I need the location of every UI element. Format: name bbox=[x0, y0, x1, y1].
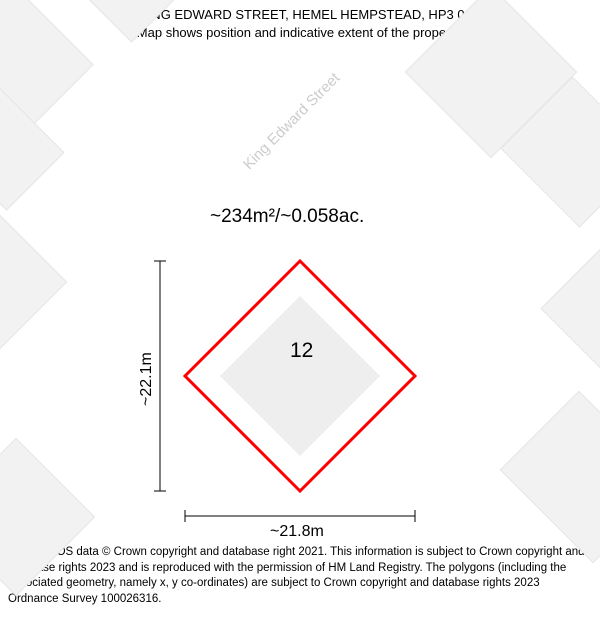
width-dimension-label: ~21.8m bbox=[270, 523, 324, 541]
map-overlay-svg bbox=[0, 41, 600, 541]
map-area: King Edward Street ~234m²/~0.058ac. 12 ~… bbox=[0, 41, 600, 541]
property-number: 12 bbox=[290, 339, 313, 363]
property-fill-polygon bbox=[220, 296, 380, 456]
height-dimension-label: ~22.1m bbox=[138, 352, 156, 406]
copyright-footer: Contains OS data © Crown copyright and d… bbox=[0, 541, 600, 615]
